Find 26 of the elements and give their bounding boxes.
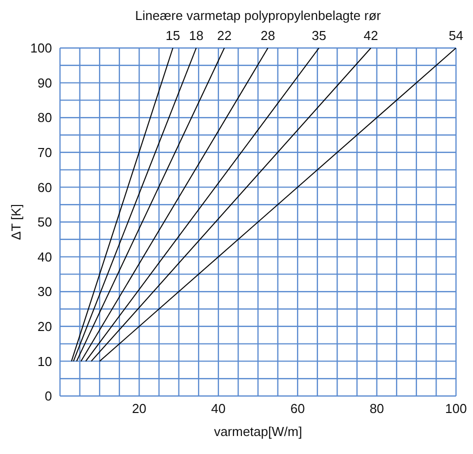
series-label: 18 — [188, 28, 204, 43]
y-tick-label: 10 — [38, 354, 52, 369]
series-label: 15 — [166, 28, 180, 43]
x-tick-label: 40 — [211, 401, 226, 416]
y-tick-label: 50 — [38, 214, 52, 230]
series-label: 35 — [312, 28, 326, 43]
y-tick-label: 90 — [38, 75, 52, 90]
x-tick-label: 60 — [290, 401, 305, 416]
series-label: 54 — [448, 28, 464, 43]
x-tick-label: 80 — [370, 401, 384, 416]
y-tick-label: 70 — [38, 145, 52, 160]
y-tick-label: 20 — [38, 319, 52, 334]
x-tick-label: 20 — [132, 401, 146, 416]
y-tick-label: 100 — [30, 40, 52, 56]
series-label: 28 — [260, 28, 276, 43]
y-tick-label: 30 — [38, 284, 52, 300]
chart-title: Lineære varmetap polypropylenbelagte rør — [134, 8, 382, 25]
x-axis-title: varmetap[W/m] — [214, 424, 302, 439]
y-tick-label: 0 — [44, 388, 52, 404]
series-label: 42 — [364, 28, 378, 43]
y-axis-title: ΔT [K] — [8, 204, 24, 240]
y-tick-label: 80 — [38, 110, 52, 126]
y-tick-label: 60 — [38, 180, 52, 195]
series-label: 22 — [217, 28, 232, 43]
x-tick-label: 100 — [445, 401, 467, 416]
y-tick-label: 40 — [38, 249, 52, 264]
